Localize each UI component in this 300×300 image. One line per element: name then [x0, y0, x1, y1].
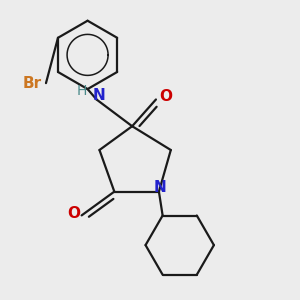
Text: H: H: [77, 84, 87, 98]
Text: O: O: [159, 89, 172, 104]
Text: N: N: [93, 88, 106, 104]
Text: O: O: [68, 206, 81, 220]
Text: N: N: [154, 180, 167, 195]
Text: Br: Br: [23, 76, 42, 91]
